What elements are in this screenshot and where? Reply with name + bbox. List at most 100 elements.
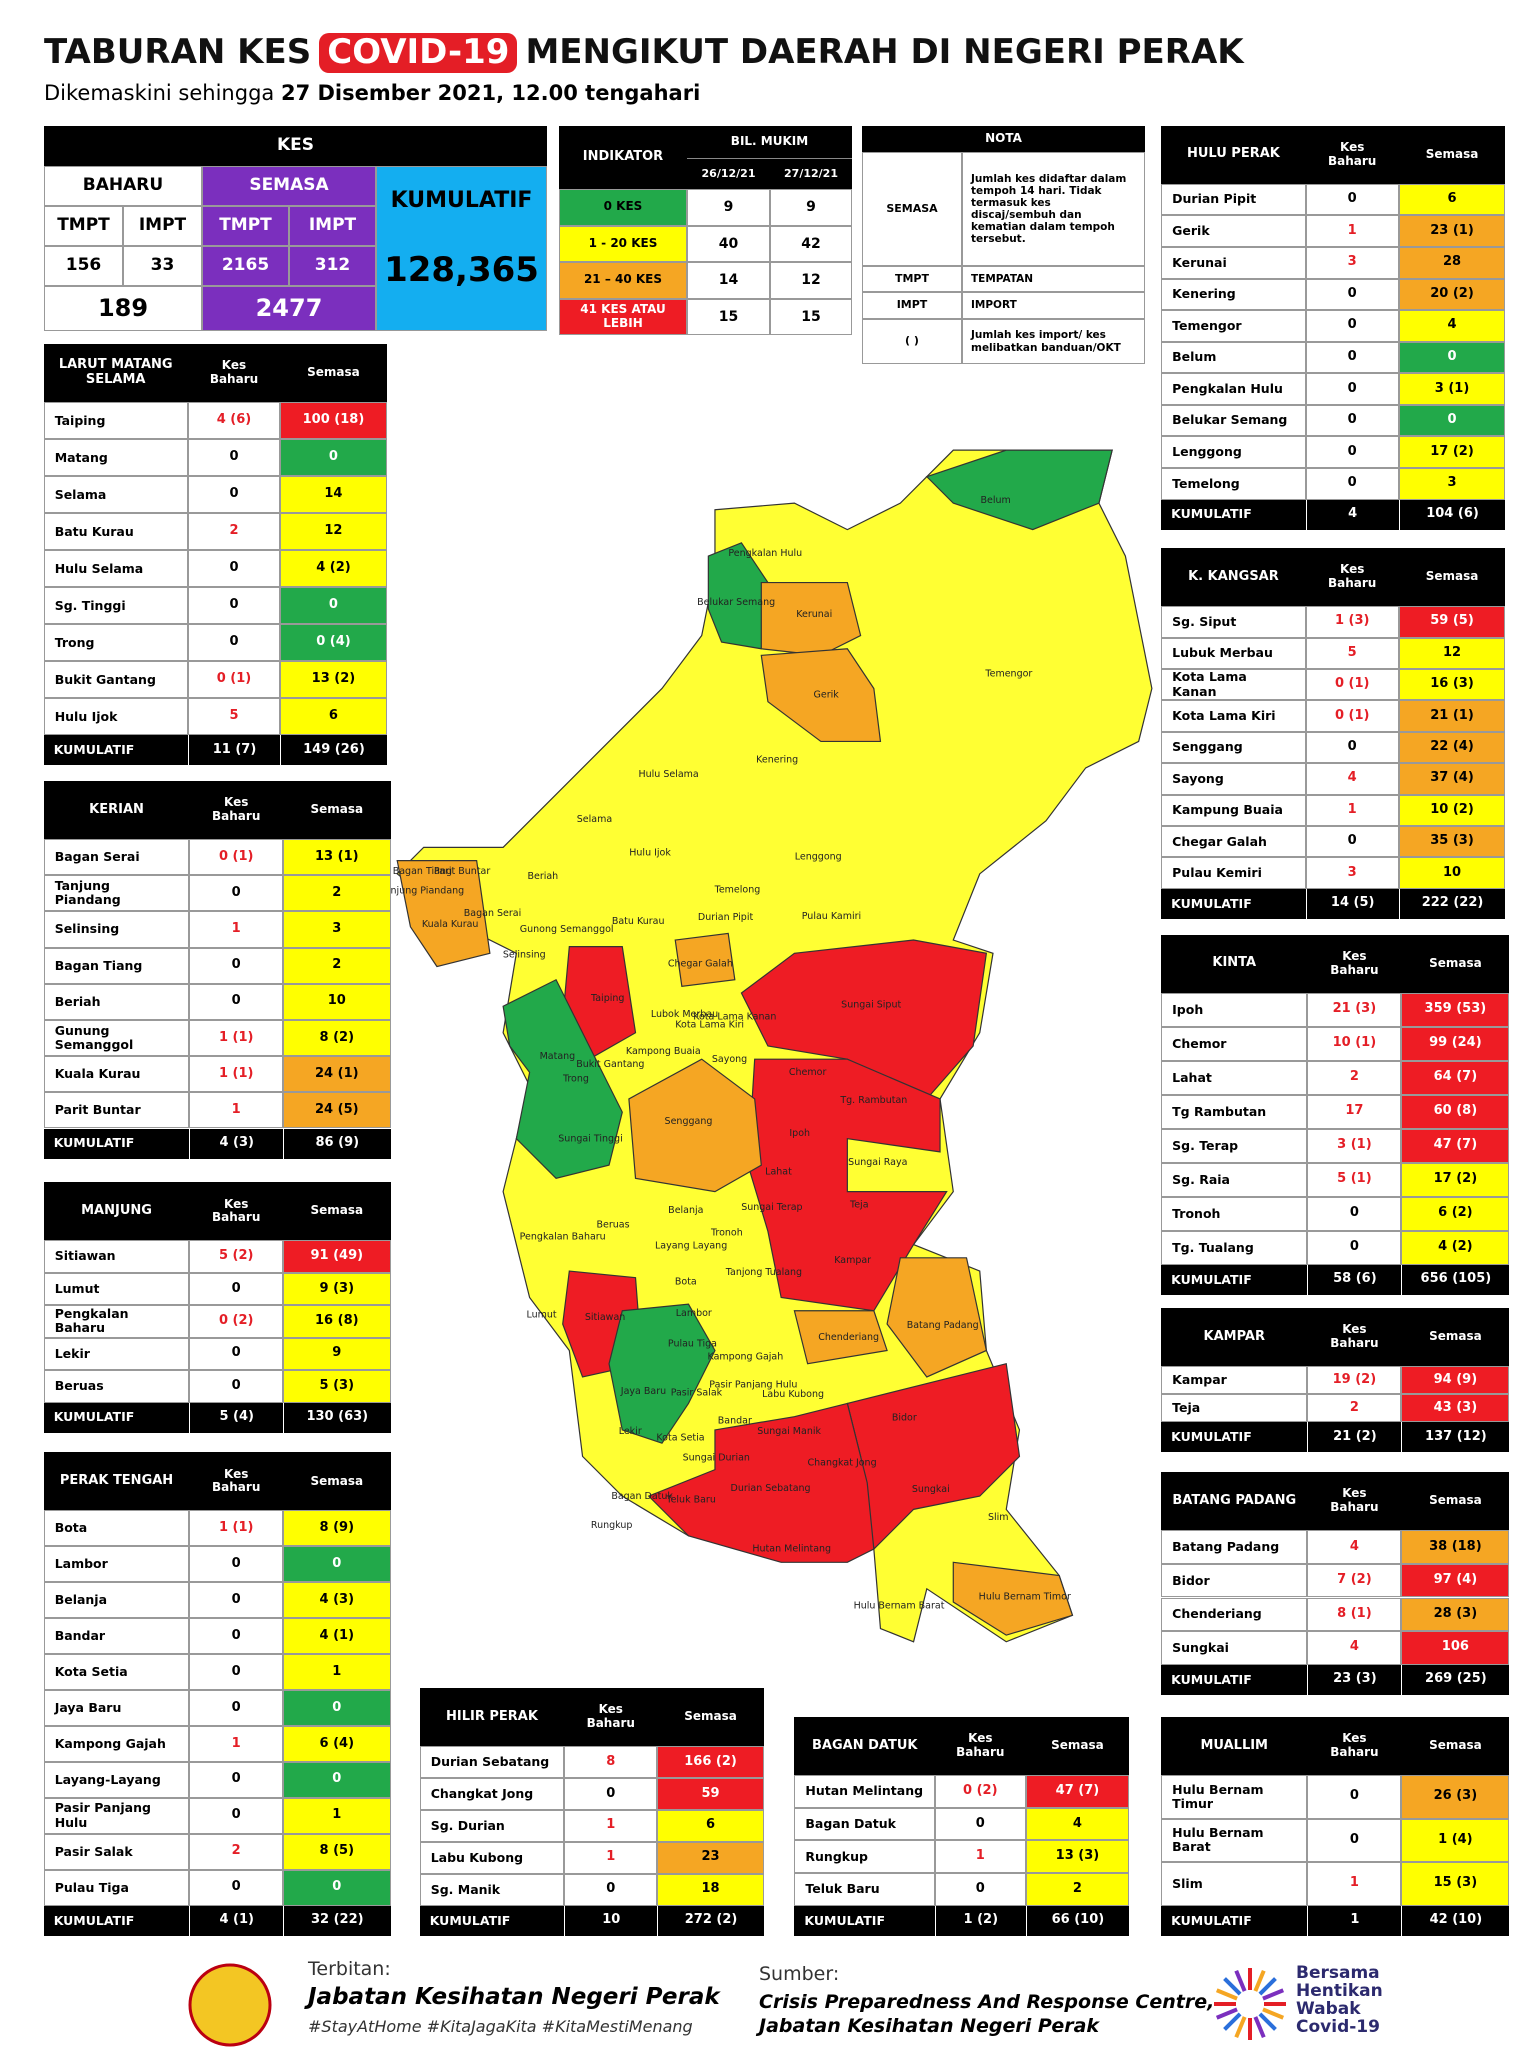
kes-baharu: 3 (1): [1307, 1128, 1402, 1163]
district-name: Kerunai: [1161, 246, 1306, 279]
kes-baharu: 0 (1): [187, 661, 281, 699]
map-label: Bidor: [892, 1413, 917, 1424]
district-name: Sg. Manik: [419, 1873, 565, 1906]
logo-ray: [1258, 2012, 1277, 2031]
semasa: 106: [1401, 1631, 1510, 1665]
district-name: Teja: [1161, 1394, 1308, 1423]
map-label: Tanjung Piandang: [379, 886, 464, 897]
kes-baharu: 8 (1): [1307, 1597, 1402, 1632]
map-label: Beriah: [527, 871, 558, 882]
map-label: Bandar: [718, 1415, 752, 1426]
semasa: 35 (3): [1398, 826, 1506, 858]
map-label: Sungai Raya: [848, 1157, 907, 1168]
total-semasa: 656 (105): [1401, 1264, 1510, 1295]
map-label: Pengkalan Baharu: [520, 1231, 606, 1242]
map-label: Bukit Gantang: [576, 1059, 644, 1070]
map-label: Sungai Tinggi: [558, 1133, 622, 1144]
map-label: Belukar Semang: [697, 597, 775, 608]
semasa: 1 (4): [1401, 1818, 1510, 1863]
map-label: Durian Sebatang: [731, 1483, 811, 1494]
district-name: Bagan Datuk: [794, 1807, 936, 1841]
district-name: Kampar: [1161, 1366, 1308, 1395]
map-label: Gerik: [814, 690, 840, 701]
case-count: 312: [289, 246, 376, 286]
district-name: Pulau Kemiri: [1161, 857, 1306, 889]
map-label: Hulu Ijok: [629, 847, 671, 858]
logo-ray: [1223, 1977, 1242, 1996]
ind-count: 15: [687, 298, 770, 335]
table-title: MANJUNG: [43, 1182, 190, 1241]
kes-baharu: 0: [189, 1690, 284, 1726]
district-name: Bota: [43, 1510, 190, 1547]
district-name: Matang: [43, 439, 188, 477]
semasa: 0: [283, 1546, 391, 1583]
district-name: Kota Lama Kanan: [1161, 668, 1306, 701]
district-name: Lahat: [1161, 1060, 1308, 1095]
semasa: 6: [1398, 183, 1506, 216]
district-name: Hutan Melintang: [794, 1775, 936, 1808]
total-label: KUMULATIF: [1161, 1905, 1308, 1936]
case-count: 2165: [202, 246, 289, 286]
logo-ray: [1234, 1969, 1247, 1992]
publisher: Jabatan Kesihatan Negeri Perak: [304, 1984, 721, 2010]
ind-date: 26/12/21: [687, 158, 770, 189]
kes-baharu: 10 (1): [1307, 1026, 1402, 1061]
kes-baharu: 0: [187, 624, 281, 662]
total-baharu: 1: [1307, 1905, 1402, 1936]
total-semasa: 272 (2): [657, 1905, 764, 1936]
semasa: 8 (9): [283, 1510, 391, 1547]
semasa: 0: [280, 587, 387, 625]
table-col: Semasa: [283, 1182, 391, 1241]
kes-baharu: 8: [564, 1746, 658, 1778]
district-name: Sungkai: [1161, 1631, 1308, 1665]
district-name: Lumut: [43, 1272, 190, 1306]
total-baharu: 10: [564, 1905, 658, 1936]
total-semasa: 222 (22): [1398, 888, 1506, 919]
kes-baharu: 5: [1305, 637, 1399, 669]
district-name: Sayong: [1161, 763, 1306, 795]
ind-count: 42: [770, 225, 852, 262]
title-highlight: COVID-19: [319, 33, 518, 73]
map-label: Teluk Baru: [665, 1495, 715, 1506]
map-label: Labu Kubong: [762, 1389, 824, 1400]
map-label: Sitiawan: [585, 1312, 625, 1323]
ind-date: 27/12/21: [770, 158, 852, 189]
ind-count: 12: [770, 262, 852, 299]
semasa: 4 (3): [283, 1582, 391, 1619]
district-name: Rungkup: [794, 1840, 936, 1874]
table-col: Semasa: [280, 344, 387, 403]
district-name: Ipoh: [1161, 992, 1308, 1027]
table-col: Kes Baharu: [1307, 934, 1402, 993]
table-col: Semasa: [283, 1452, 391, 1511]
district-name: Sg. Durian: [419, 1809, 565, 1842]
semasa-total: 2477: [202, 286, 376, 331]
col-header: TMPT: [44, 206, 123, 246]
kes-baharu: 0: [1305, 373, 1399, 405]
semasa: 9: [283, 1337, 391, 1371]
kes-baharu: 5 (2): [189, 1240, 284, 1273]
semasa: 6 (4): [283, 1726, 391, 1762]
table-col: Kes Baharu: [1307, 1717, 1402, 1776]
kes-baharu: 0: [189, 1337, 284, 1371]
district-name: Teluk Baru: [794, 1873, 936, 1906]
kes-baharu: 0: [189, 947, 284, 984]
map-label: Lekir: [619, 1426, 642, 1437]
table-col: Kes Baharu: [189, 1182, 284, 1241]
subtitle: Dikemaskini sehingga 27 Disember 2021, 1…: [44, 78, 700, 108]
total-baharu: 5 (4): [189, 1402, 284, 1433]
district-name: Lekir: [43, 1337, 190, 1371]
district-name: Chenderiang: [1161, 1597, 1308, 1632]
map-label: Changkat Jong: [808, 1458, 877, 1469]
nota-text: IMPORT: [962, 292, 1145, 319]
kes-baharu: 1 (1): [189, 1056, 284, 1093]
nota-key: SEMASA: [862, 152, 962, 266]
district-name: Beriah: [43, 983, 190, 1020]
map-label: Sungai Terap: [741, 1202, 802, 1213]
table-col: Kes Baharu: [189, 1452, 284, 1511]
kes-baharu: 0: [189, 983, 284, 1020]
table-col: Kes Baharu: [935, 1717, 1026, 1776]
kes-baharu: 0: [1305, 278, 1399, 311]
kes-baharu: 1: [564, 1809, 658, 1842]
map-label: Sungai Durian: [683, 1452, 750, 1463]
ind-level: 21 – 40 KES: [559, 262, 687, 299]
